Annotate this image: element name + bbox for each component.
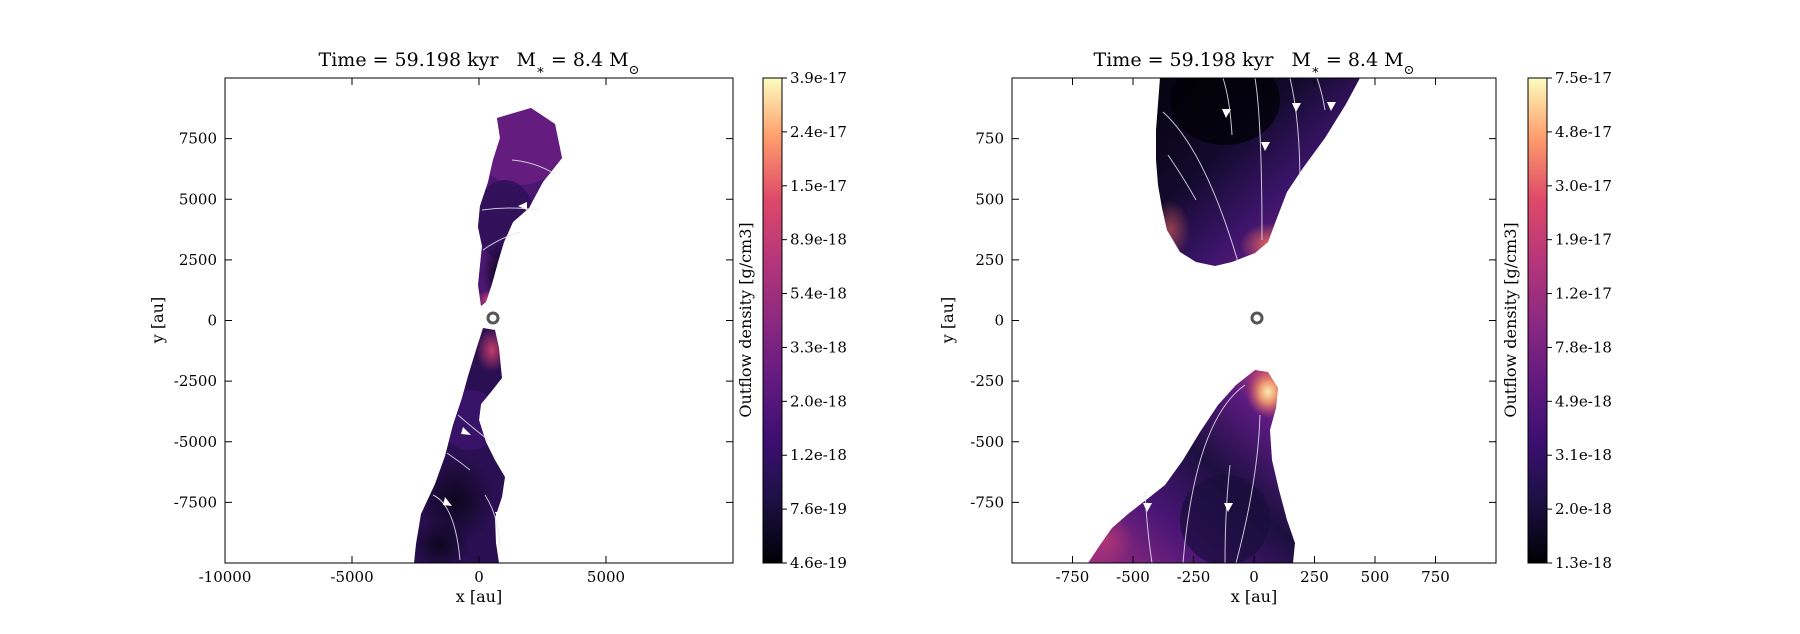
right-y-tick-label: -500 xyxy=(970,433,1004,451)
left-y-tick-label: -7500 xyxy=(174,493,217,511)
right-y-axis-label: y [au] xyxy=(938,297,957,344)
right-x-tick-label: -500 xyxy=(1116,568,1150,586)
left-colorbar-label: Outflow density [g/cm3] xyxy=(736,222,755,417)
right-colorbar-label: Outflow density [g/cm3] xyxy=(1501,222,1520,417)
left-colorbar-tick-label: 1.5e-17 xyxy=(790,177,847,195)
left-x-tick-label: 5000 xyxy=(587,568,625,586)
right-colorbar-tick-label: 1.9e-17 xyxy=(1555,231,1612,249)
right-star-marker xyxy=(1250,311,1264,325)
left-y-tick-label: 0 xyxy=(207,312,217,330)
right-x-tick-label: 500 xyxy=(1361,568,1390,586)
left-ticks: -10000 -5000 0 5000 7500 5000 2500 0 -2500 -5000 -… xyxy=(174,78,733,586)
left-colorbar-tick-label: 3.9e-17 xyxy=(790,69,847,87)
right-colorbar-tick-label: 7.8e-18 xyxy=(1555,338,1612,356)
left-colorbar xyxy=(762,77,783,564)
left-plot-area xyxy=(414,108,562,563)
left-streamlines xyxy=(432,159,556,561)
left-y-tick-label: 2500 xyxy=(179,251,217,269)
left-x-tick-label: -5000 xyxy=(330,568,373,586)
left-colorbar-tick-label: 8.9e-18 xyxy=(790,231,847,249)
right-colorbar-tick-label: 7.5e-17 xyxy=(1555,69,1612,87)
right-x-tick-label: -250 xyxy=(1177,568,1211,586)
right-streamlines xyxy=(1144,78,1326,563)
right-colorbar-tick-label: 3.0e-17 xyxy=(1555,177,1612,195)
right-x-tick-label: 250 xyxy=(1300,568,1329,586)
right-chart-title: Time = 59.198 kyr M∗ = 8.4 M⊙ xyxy=(1094,49,1415,78)
right-x-tick-label: -750 xyxy=(1056,568,1090,586)
right-panel: Time = 59.198 kyr M∗ = 8.4 M⊙ xyxy=(938,49,1612,606)
left-colorbar-tick-label: 4.6e-19 xyxy=(790,554,847,572)
right-y-tick-label: 0 xyxy=(994,312,1004,330)
right-streamline-arrows xyxy=(1143,102,1336,512)
left-colorbar-tick-label: 1.2e-18 xyxy=(790,446,847,464)
left-colorbar-tick-label: 3.3e-18 xyxy=(790,338,847,356)
left-y-tick-label: 7500 xyxy=(179,130,217,148)
right-colorbar-tick-label: 1.3e-18 xyxy=(1555,554,1612,572)
left-y-tick-label: 5000 xyxy=(179,190,217,208)
right-x-tick-label: 0 xyxy=(1249,568,1259,586)
right-ticks: -750 -500 -250 0 250 500 750 750 500 250 0 -250 -500… xyxy=(970,78,1496,586)
right-colorbar-tick-label: 4.9e-18 xyxy=(1555,392,1612,410)
right-colorbar-tick-label: 4.8e-17 xyxy=(1555,123,1612,141)
left-colorbar-tick-label: 2.0e-18 xyxy=(790,392,847,410)
right-colorbar-ticks: 7.5e-17 4.8e-17 3.0e-17 1.9e-17 1.2e-17 7.8e-… xyxy=(1547,69,1612,572)
left-x-axis-label: x [au] xyxy=(456,587,502,606)
right-colorbar xyxy=(1527,77,1548,564)
right-x-axis-label: x [au] xyxy=(1231,587,1277,606)
left-y-tick-label: -5000 xyxy=(174,433,217,451)
left-chart-title: Time = 59.198 kyr M∗ = 8.4 M⊙ xyxy=(319,49,640,78)
right-y-tick-label: -250 xyxy=(970,372,1004,390)
left-y-tick-label: -2500 xyxy=(174,372,217,390)
left-y-axis-label: y [au] xyxy=(148,297,167,344)
left-streamline-arrows xyxy=(443,202,527,521)
left-x-tick-label: -10000 xyxy=(199,568,252,586)
right-y-tick-label: 750 xyxy=(975,130,1004,148)
right-y-tick-label: 250 xyxy=(975,251,1004,269)
right-x-tick-label: 750 xyxy=(1421,568,1450,586)
right-y-tick-label: -750 xyxy=(970,493,1004,511)
left-x-tick-label: 0 xyxy=(474,568,484,586)
left-star-marker xyxy=(486,311,500,325)
right-plot-area xyxy=(1088,78,1360,563)
left-panel: Time = 59.198 kyr M∗ = 8.4 M⊙ xyxy=(148,49,847,606)
right-colorbar-tick-label: 3.1e-18 xyxy=(1555,446,1612,464)
left-colorbar-tick-label: 2.4e-17 xyxy=(790,123,847,141)
left-colorbar-tick-label: 7.6e-19 xyxy=(790,500,847,518)
right-colorbar-tick-label: 2.0e-18 xyxy=(1555,500,1612,518)
right-colorbar-tick-label: 1.2e-17 xyxy=(1555,285,1612,303)
right-y-tick-label: 500 xyxy=(975,190,1004,208)
left-colorbar-tick-label: 5.4e-18 xyxy=(790,285,847,303)
left-colorbar-ticks: 3.9e-17 2.4e-17 1.5e-17 8.9e-18 5.4e-18 3.3e-… xyxy=(782,69,847,572)
